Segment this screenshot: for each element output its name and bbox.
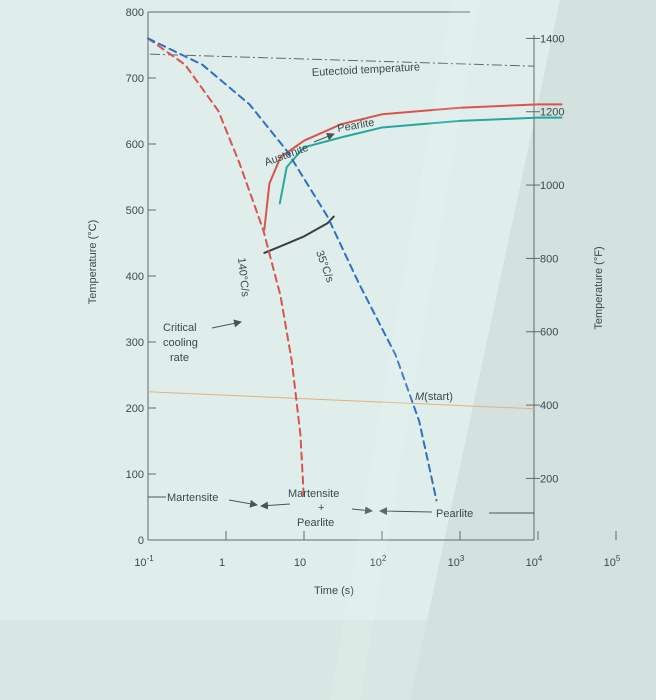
x-tick-base: 10	[448, 557, 460, 569]
x-tick-base: 10	[134, 557, 146, 569]
martensite-left-label: Martensite	[167, 492, 218, 504]
y-tick-label-f-1200: 1200	[540, 107, 564, 119]
x-tick-exponent: -1	[147, 554, 155, 563]
x-tick-base: 10	[294, 557, 306, 569]
x-tick-label-1: 1	[219, 557, 225, 569]
x-tick-label-10: 10	[294, 557, 306, 569]
y-tick-label-c-200: 200	[126, 403, 144, 415]
x-tick-label-0.1: 10-1	[134, 554, 154, 569]
martensite-left-arrow	[228, 499, 258, 508]
y-tick-label-c-600: 600	[126, 139, 144, 151]
x-axis-title: Time (s)	[314, 585, 354, 597]
y-tick-label-c-300: 300	[126, 337, 144, 349]
pearlite-right-label: Pearlite	[436, 508, 473, 520]
paper-shadow	[410, 0, 656, 700]
eutectoid-line	[149, 53, 535, 67]
x-tick-exponent: 2	[382, 554, 387, 563]
x-tick-exponent: 4	[538, 554, 543, 563]
mp-right-arrow	[351, 506, 373, 515]
rate-140-label: 140°C/s	[235, 257, 251, 298]
x-tick-base: 10	[526, 557, 538, 569]
y-tick-label-c-400: 400	[126, 271, 144, 283]
plus-label: +	[318, 502, 324, 514]
y-tick-label-f-600: 600	[540, 327, 558, 339]
y-tick-label-f-400: 400	[540, 400, 558, 412]
curves	[147, 37, 563, 502]
curve-cooling_35	[147, 37, 438, 502]
y-tick-label-f-800: 800	[540, 253, 558, 265]
right-axis-ticks: 200 400 600 800 1000 1200 1400	[526, 33, 564, 485]
page-bottom-shade	[0, 620, 656, 700]
x-tick-label-100: 102	[370, 554, 387, 569]
x-tick-base: 10	[604, 557, 616, 569]
curve-pearlite_start	[263, 103, 563, 231]
x-tick-label-1000: 103	[448, 554, 465, 569]
pearlite-right-arrow	[379, 507, 433, 516]
ms-start-line	[147, 391, 535, 410]
photo-glare	[330, 0, 480, 700]
y-tick-label-c-700: 700	[126, 73, 144, 85]
x-tick-label-10000: 104	[526, 554, 543, 569]
martensite-mid-label: Martensite	[288, 488, 339, 500]
x-tick-base: 1	[219, 557, 225, 569]
y-axis-title-left: Temperature (°C)	[87, 220, 99, 304]
bottom-axis-ticks: 10-1 1 10 102 103 104 105	[134, 531, 621, 569]
y-tick-label-f-1000: 1000	[540, 180, 564, 192]
curve-cooling_140	[147, 37, 305, 502]
x-tick-exponent: 5	[616, 554, 621, 563]
austenite-to-pearlite-arrow	[313, 132, 335, 143]
y-tick-label-c-100: 100	[126, 469, 144, 481]
mp-left-arrow	[260, 501, 291, 510]
m-start-symbol: M	[415, 391, 425, 403]
m-start-label: M(start)	[415, 391, 453, 403]
y-axis-title-right: Temperature (°F)	[593, 246, 605, 329]
m-start-text: (start)	[424, 391, 453, 403]
y-tick-label-c-500: 500	[126, 205, 144, 217]
x-tick-label-100000: 105	[604, 554, 621, 569]
y-tick-label-f-200: 200	[540, 473, 558, 485]
curve-pearlite_finish	[278, 116, 563, 205]
y-tick-label-c-800: 800	[126, 7, 144, 19]
x-tick-exponent: 3	[460, 554, 465, 563]
critical-arrow	[211, 319, 242, 329]
pearlite-mid-label: Pearlite	[297, 517, 334, 529]
eutectoid-label: Eutectoid temperature	[312, 61, 421, 79]
left-axis-ticks: 0 100 200 300 400 500 600 700 800	[126, 7, 156, 547]
x-tick-base: 10	[370, 557, 382, 569]
y-tick-label-c-0: 0	[138, 535, 144, 547]
critical-label-2: cooling	[163, 337, 198, 349]
critical-label-3: rate	[170, 352, 189, 364]
y-tick-label-f-1400: 1400	[540, 33, 564, 45]
critical-label-1: Critical	[163, 322, 197, 334]
